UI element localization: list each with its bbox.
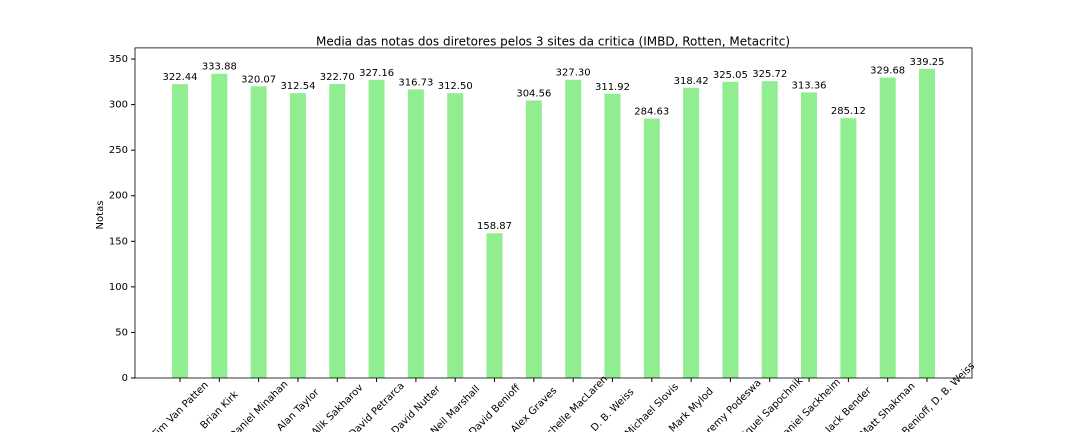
value-label: 158.87 (477, 221, 512, 232)
value-label: 320.07 (241, 74, 276, 85)
value-label: 322.44 (163, 72, 198, 83)
chart-title: Media das notas dos diretores pelos 3 si… (316, 35, 790, 49)
y-tick-label: 100 (109, 282, 128, 293)
y-axis-label: Notas (95, 201, 106, 230)
value-label: 312.54 (280, 81, 315, 92)
value-label: 284.63 (634, 107, 669, 118)
value-label: 339.25 (910, 57, 945, 68)
y-tick-label: 200 (109, 191, 128, 202)
value-label: 318.42 (674, 76, 709, 87)
bar (407, 89, 424, 378)
bar (172, 84, 188, 378)
value-label: 327.16 (359, 68, 394, 79)
bar (840, 118, 857, 378)
value-label: 304.56 (516, 88, 551, 99)
value-label: 325.05 (713, 70, 748, 81)
bar (368, 79, 385, 378)
value-label: 329.68 (870, 66, 905, 77)
value-label: 333.88 (202, 62, 237, 73)
x-tick-label: Brian Kirk (199, 389, 241, 431)
bar (486, 233, 503, 378)
y-tick-label: 300 (109, 100, 128, 111)
bar (801, 92, 818, 378)
bar (604, 93, 621, 378)
bar (761, 81, 778, 378)
value-label: 322.70 (320, 72, 355, 83)
y-tick-label: 0 (122, 373, 128, 384)
value-label: 313.36 (792, 80, 827, 91)
bar (211, 73, 228, 378)
bar (289, 93, 306, 378)
bar (722, 81, 739, 378)
bar (250, 86, 267, 378)
bar (879, 77, 896, 379)
value-label: 325.72 (752, 69, 787, 80)
y-tick-label: 250 (109, 145, 128, 156)
bar (683, 87, 700, 379)
value-label: 312.50 (438, 81, 473, 92)
bar (643, 118, 660, 378)
value-label: 285.12 (831, 106, 866, 117)
y-tick-label: 350 (109, 54, 128, 65)
value-label: 327.30 (556, 68, 591, 79)
bar (565, 79, 582, 379)
y-tick-label: 50 (115, 327, 128, 338)
value-label: 316.73 (398, 77, 433, 88)
y-tick-label: 150 (109, 236, 128, 247)
plot-frame (134, 47, 973, 379)
bar (329, 83, 346, 379)
value-label: 311.92 (595, 82, 630, 93)
bar (447, 93, 464, 378)
bar (919, 68, 935, 379)
bar (525, 100, 542, 378)
